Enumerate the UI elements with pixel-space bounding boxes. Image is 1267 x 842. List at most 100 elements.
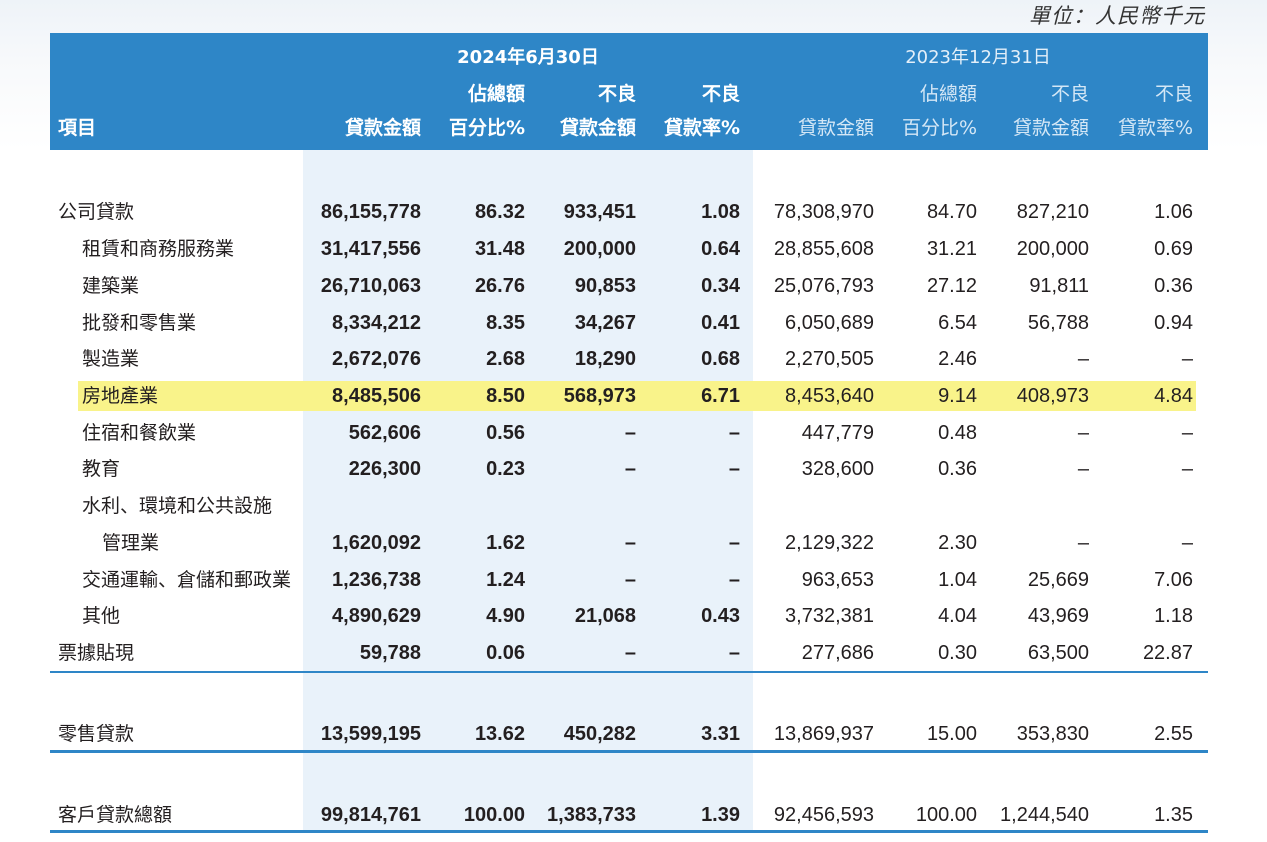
table-row: 製造業 2,672,076 2.68 18,290 0.68 2,270,505 2.46 –…: [50, 344, 1208, 374]
cell-2023-npl-amount: 200,000: [1016, 238, 1089, 260]
cell-2024-loan-amount: 8,485,506: [332, 385, 421, 407]
cell-2023-pct: 6.54: [938, 312, 977, 334]
cell-2023-pct: 31.21: [926, 238, 977, 260]
cell-2023-loan-amount: 25,076,793: [773, 275, 874, 297]
cell-2024-loan-amount: 26,710,063: [320, 275, 421, 297]
cell-2024-npl-ratio: 6.71: [701, 385, 740, 407]
header-2023-pct-top: 佔總額: [919, 83, 977, 105]
table-row: 管理業 1,620,092 1.62 – – 2,129,322 2.30 – –: [50, 528, 1208, 558]
cell-2024-npl-ratio: –: [728, 642, 740, 664]
cell-2024-pct: 2.68: [486, 348, 525, 370]
cell-2023-npl-ratio: –: [1181, 422, 1193, 444]
cell-2024-pct: 100.00: [463, 804, 525, 826]
cell-2023-pct: 2.30: [938, 532, 977, 554]
header-2024-loan-amount: 貸款金額: [344, 117, 421, 139]
cell-2024-pct: 31.48: [474, 238, 525, 260]
cell-2023-loan-amount: 13,869,937: [773, 723, 874, 745]
cell-2024-npl-ratio: 1.39: [701, 804, 740, 826]
header-2024-pct-top: 佔總額: [467, 83, 525, 105]
header-2023-npl-amount-top: 不良: [1050, 83, 1089, 105]
cell-2024-loan-amount: 59,788: [359, 642, 421, 664]
cell-2024-pct: 4.90: [486, 605, 525, 627]
row-label: 教育: [82, 458, 121, 480]
cell-2023-pct: [876, 491, 977, 521]
cell-2023-pct: 0.48: [938, 422, 977, 444]
cell-2024-pct: 0.06: [486, 642, 525, 664]
cell-2024-npl-ratio: 0.64: [701, 238, 740, 260]
row-label: 建築業: [82, 275, 140, 297]
header-2024-npl-amount-top: 不良: [597, 83, 636, 105]
cell-2024-pct: 0.56: [486, 422, 525, 444]
cell-2023-loan-amount: 963,653: [801, 569, 874, 591]
cell-2024-pct: 0.23: [486, 458, 525, 480]
cell-2024-npl-amount: 450,282: [563, 723, 636, 745]
cell-2024-npl-amount: 1,383,733: [547, 804, 636, 826]
cell-2023-npl-amount: 56,788: [1027, 312, 1089, 334]
row-label: 管理業: [102, 532, 160, 554]
cell-2024-loan-amount: 562,606: [348, 422, 421, 444]
cell-2023-pct: 4.04: [938, 605, 977, 627]
table-header: [50, 33, 1208, 150]
cell-2024-npl-amount: [527, 491, 636, 521]
header-2023-pct-bottom: 百分比%: [901, 117, 977, 139]
cell-2024-npl-ratio: –: [728, 532, 740, 554]
cell-2024-npl-amount: –: [624, 422, 636, 444]
subtotal-divider-line: [50, 750, 1208, 753]
cell-2023-npl-ratio: –: [1181, 532, 1193, 554]
cell-2023-npl-amount: [979, 491, 1089, 521]
row-label: 其他: [82, 605, 121, 627]
cell-2024-npl-amount: 568,973: [563, 385, 636, 407]
cell-2023-npl-amount: 25,669: [1027, 569, 1089, 591]
cell-2024-npl-amount: –: [624, 642, 636, 664]
cell-2024-loan-amount: 1,236,738: [332, 569, 421, 591]
cell-2023-loan-amount: 2,270,505: [785, 348, 874, 370]
row-label: 票據貼現: [58, 642, 135, 664]
cell-2023-npl-amount: 408,973: [1016, 385, 1089, 407]
cell-2023-npl-amount: –: [1077, 458, 1089, 480]
cell-2023-npl-ratio: 0.94: [1154, 312, 1193, 334]
table-row: 零售貸款 13,599,195 13.62 450,282 3.31 13,869,937…: [50, 719, 1208, 749]
header-2024-npl-ratio-top: 不良: [701, 83, 740, 105]
cell-2024-loan-amount: 13,599,195: [320, 723, 421, 745]
total-bottom-line: [50, 830, 1208, 833]
table-row: 批發和零售業 8,334,212 8.35 34,267 0.41 6,050,689 6.…: [50, 308, 1208, 338]
table-row: 租賃和商務服務業 31,417,556 31.48 200,000 0.64 28,855…: [50, 234, 1208, 264]
cell-2024-loan-amount: 99,814,761: [320, 804, 421, 826]
cell-2024-npl-ratio: 1.08: [701, 201, 740, 223]
cell-2023-npl-amount: 43,969: [1027, 605, 1089, 627]
cell-2024-npl-amount: 90,853: [574, 275, 636, 297]
cell-2024-npl-ratio: –: [728, 422, 740, 444]
cell-2023-npl-ratio: 2.55: [1154, 723, 1193, 745]
header-2023-loan-amount: 貸款金額: [797, 117, 874, 139]
cell-2024-npl-ratio: 0.68: [701, 348, 740, 370]
cell-2023-npl-ratio: 7.06: [1154, 569, 1193, 591]
cell-2023-npl-amount: –: [1077, 422, 1089, 444]
table-row: 票據貼現 59,788 0.06 – – 277,686 0.30 63,500 22.87: [50, 638, 1208, 668]
cell-2023-npl-ratio: 0.69: [1154, 238, 1193, 260]
cell-2023-pct: 9.14: [938, 385, 977, 407]
cell-2024-pct: 26.76: [474, 275, 525, 297]
cell-2023-npl-ratio: –: [1181, 458, 1193, 480]
cell-2024-npl-ratio: 0.43: [701, 605, 740, 627]
row-label: 租賃和商務服務業: [82, 238, 235, 260]
cell-2023-loan-amount: 8,453,640: [785, 385, 874, 407]
row-label: 公司貸款: [58, 201, 135, 223]
cell-2023-loan-amount: 447,779: [801, 422, 874, 444]
header-2023-npl-ratio-top: 不良: [1154, 83, 1193, 105]
cell-2023-loan-amount: 3,732,381: [785, 605, 874, 627]
cell-2024-loan-amount: 226,300: [348, 458, 421, 480]
row-label: 製造業: [82, 348, 140, 370]
cell-2024-npl-ratio: –: [728, 458, 740, 480]
cell-2023-npl-amount: –: [1077, 348, 1089, 370]
header-2024-pct-bottom: 百分比%: [448, 117, 525, 139]
cell-2024-loan-amount: 31,417,556: [320, 238, 421, 260]
cell-2023-npl-ratio: 22.87: [1142, 642, 1193, 664]
cell-2024-loan-amount: 2,672,076: [332, 348, 421, 370]
cell-2023-npl-amount: 63,500: [1027, 642, 1089, 664]
row-label: 水利、環境和公共設施: [82, 495, 273, 517]
cell-2023-npl-amount: 353,830: [1016, 723, 1089, 745]
cell-2023-npl-amount: –: [1077, 532, 1089, 554]
cell-2024-npl-ratio: –: [728, 569, 740, 591]
table-row: 住宿和餐飲業 562,606 0.56 – – 447,779 0.48 – –: [50, 418, 1208, 448]
cell-2024-npl-ratio: 0.34: [701, 275, 740, 297]
